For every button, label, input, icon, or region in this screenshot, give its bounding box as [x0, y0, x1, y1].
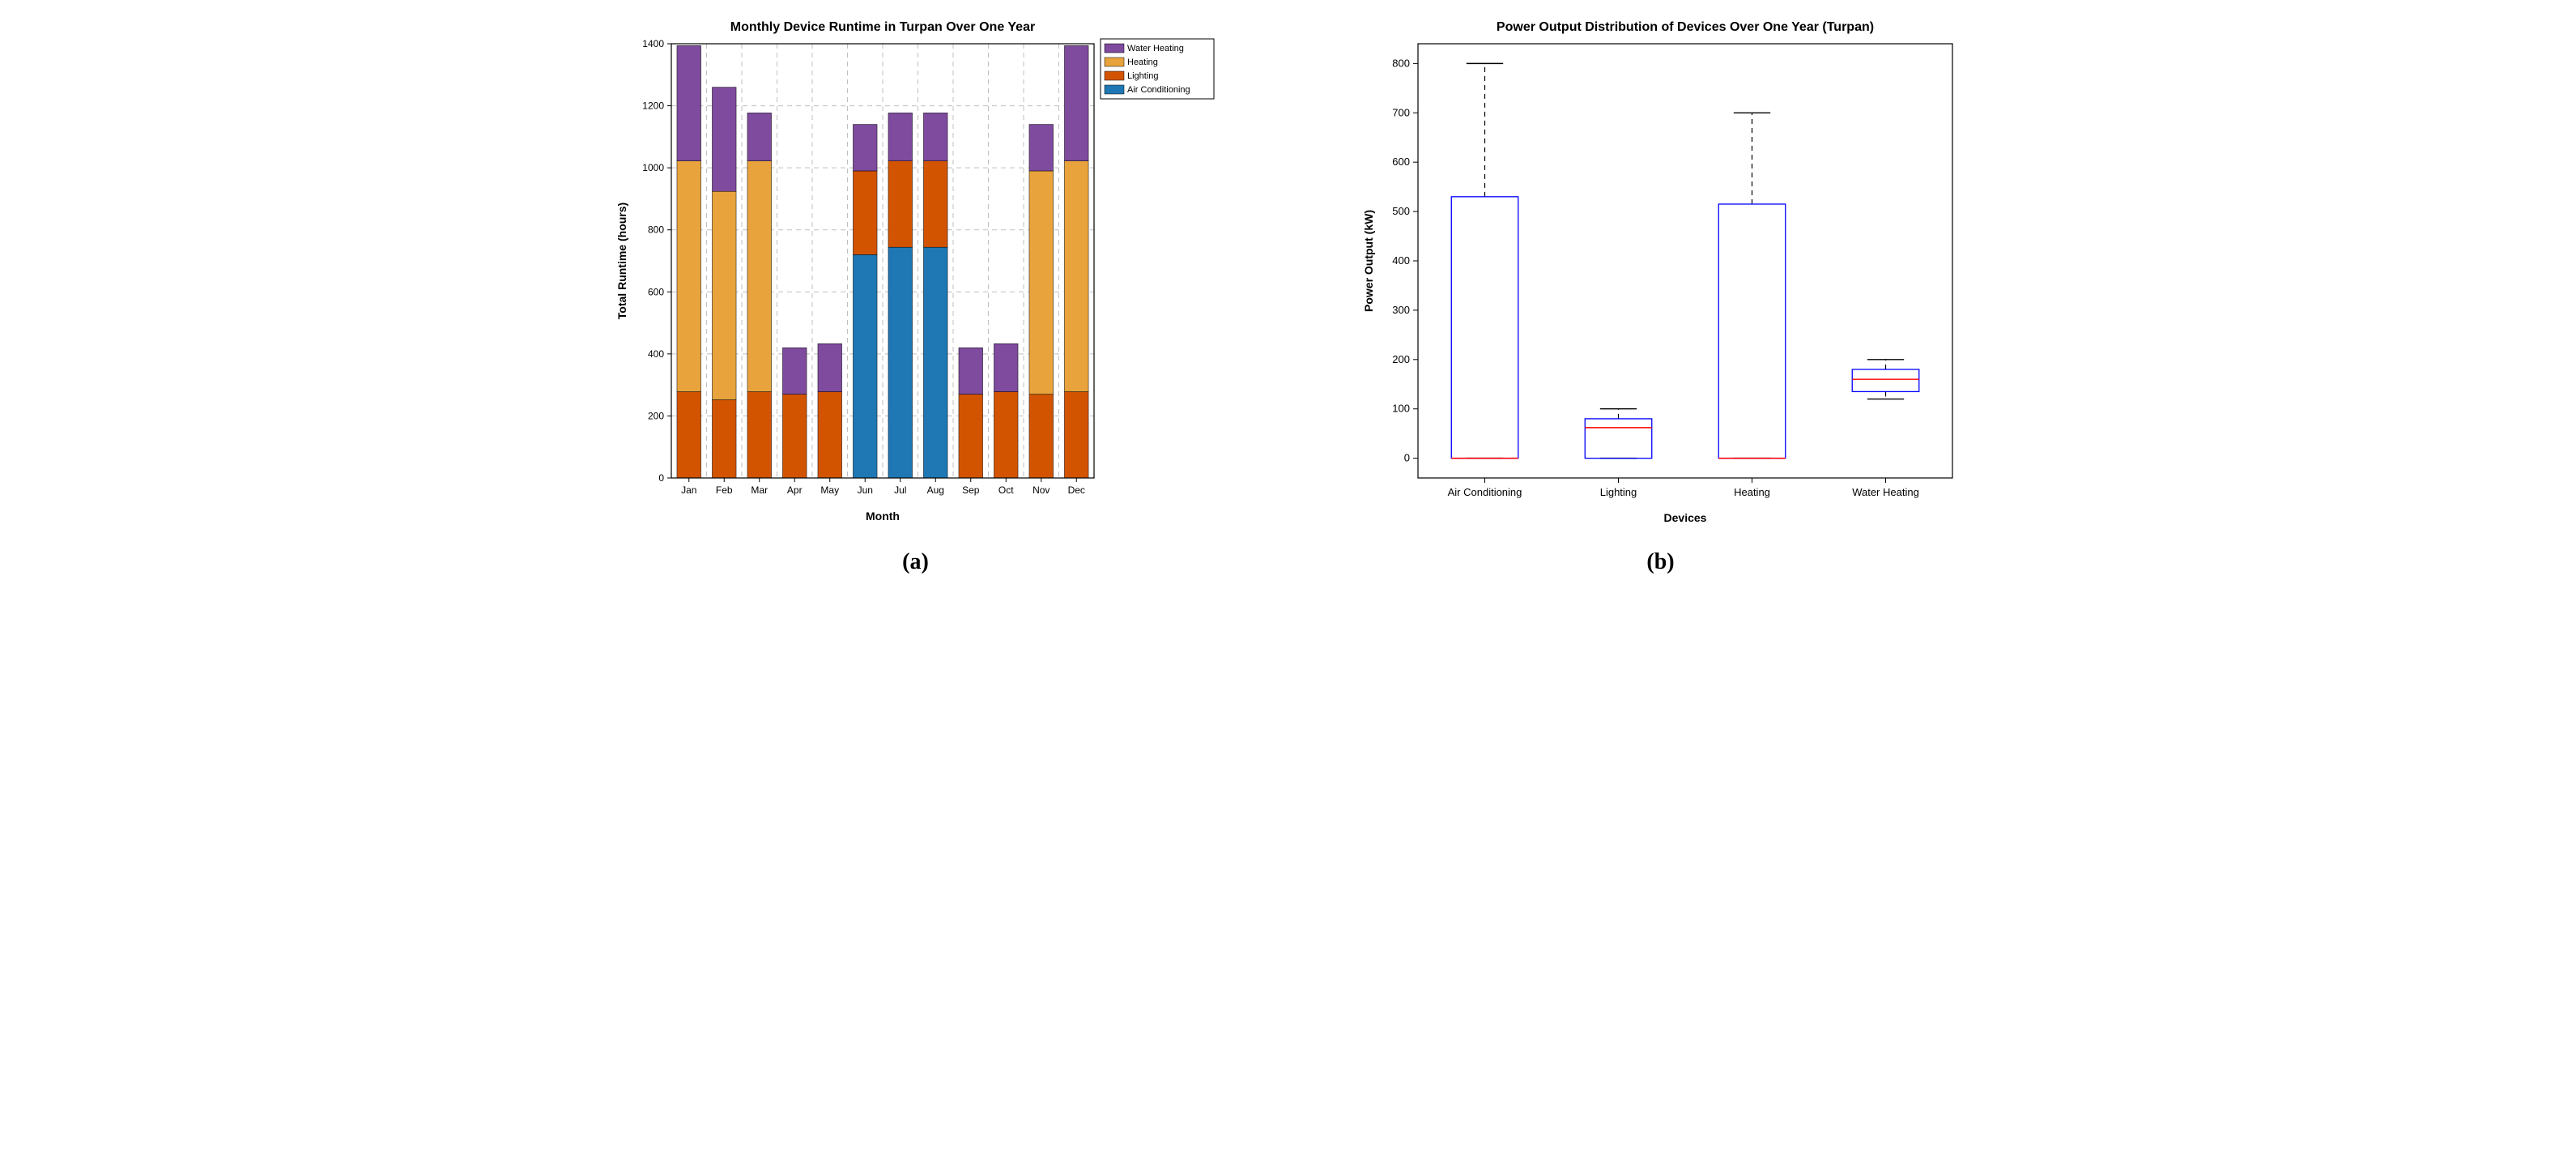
bar-segment — [1028, 171, 1053, 395]
right-panel: 0 100 200 300 400 500 600 700 800 Air Conditionin… — [1353, 16, 1969, 575]
bar-segment — [888, 161, 912, 247]
bar-segment — [853, 171, 877, 254]
y-tick-label: 200 — [1392, 353, 1410, 365]
bar-segment — [1028, 395, 1053, 478]
bar-segment — [958, 348, 982, 394]
bar-segment — [676, 392, 700, 478]
left-panel: 0 200 400 600 800 1000 1200 1400 Jan Feb Mar Apr May… — [608, 16, 1224, 575]
bar-segment — [676, 161, 700, 392]
x-tick-label: Feb — [715, 484, 732, 496]
y-axis-label: Total Runtime (hours) — [615, 203, 628, 319]
x-tick-label: Jul — [894, 484, 906, 496]
bar-segment — [1064, 45, 1088, 160]
legend-label: Air Conditioning — [1127, 85, 1190, 95]
y-axis-label: Power Output (kW) — [1362, 210, 1375, 312]
box — [1585, 419, 1652, 459]
bar-segment — [817, 392, 841, 478]
y-tick-label: 500 — [1392, 205, 1410, 217]
legend-label: Lighting — [1127, 71, 1159, 81]
figure-row: 0200400600800100012001400JanFebMarAprMay… — [0, 0, 2576, 583]
legend-swatch — [1105, 71, 1124, 80]
y-tick-label: 1200 — [642, 100, 664, 112]
bar-segment — [676, 45, 700, 160]
sublabel-a: (a) — [902, 549, 929, 575]
y-tick-label: 300 — [1392, 304, 1410, 316]
chart-title: Power Output Distribution of Devices Ove… — [1496, 20, 1873, 34]
box — [1852, 369, 1919, 391]
legend-label: Water Heating — [1127, 44, 1184, 53]
bar-segment — [853, 125, 877, 171]
legend-swatch — [1105, 58, 1124, 66]
x-tick-label: Mar — [751, 484, 768, 496]
y-tick-label: 1400 — [642, 38, 664, 49]
box — [1451, 197, 1518, 459]
bar-segment — [1064, 161, 1088, 392]
bar-segment — [994, 392, 1018, 478]
bar-segment — [958, 395, 982, 478]
y-tick-label: 800 — [647, 224, 663, 236]
bar-segment — [994, 343, 1018, 391]
chart-title: Monthly Device Runtime in Turpan Over On… — [730, 20, 1034, 34]
x-tick-label: Sep — [962, 484, 980, 496]
bar-segment — [888, 113, 912, 160]
bar-segment — [712, 400, 736, 478]
bar-segment — [747, 161, 771, 392]
x-axis-label: Month — [866, 510, 900, 523]
x-tick-label: Apr — [786, 484, 802, 496]
y-tick-label: 700 — [1392, 106, 1410, 118]
x-axis-label: Devices — [1663, 511, 1706, 524]
bar-segment — [747, 113, 771, 160]
x-tick-label: Water Heating — [1852, 486, 1919, 498]
y-tick-label: 1000 — [642, 162, 664, 173]
bar-segment — [782, 395, 807, 478]
y-tick-label: 400 — [1392, 254, 1410, 267]
x-tick-label: Air Conditioning — [1447, 486, 1522, 498]
bar-segment — [712, 87, 736, 192]
bar-segment — [712, 191, 736, 399]
x-tick-label: Jan — [681, 484, 696, 496]
bar-segment — [923, 161, 947, 247]
bar-segment — [747, 392, 771, 478]
x-tick-label: Nov — [1033, 484, 1050, 496]
x-tick-label: Heating — [1734, 486, 1770, 498]
y-tick-label: 800 — [1392, 57, 1410, 69]
sublabel-b: (b) — [1646, 549, 1674, 575]
legend-label: Heating — [1127, 58, 1158, 67]
y-tick-label: 400 — [647, 348, 663, 360]
bar-segment — [923, 113, 947, 160]
bar-segment — [888, 247, 912, 478]
bar-segment — [782, 348, 807, 394]
y-tick-label: 0 — [658, 472, 664, 484]
boxplot-chart: 0 100 200 300 400 500 600 700 800 Air Conditionin… — [1353, 16, 1969, 535]
y-tick-label: 200 — [647, 410, 663, 421]
x-tick-label: Lighting — [1599, 486, 1637, 498]
bar-segment — [1028, 125, 1053, 171]
x-tick-label: Oct — [998, 484, 1013, 496]
legend-swatch — [1105, 85, 1124, 94]
y-tick-label: 600 — [647, 286, 663, 297]
y-tick-label: 100 — [1392, 403, 1410, 415]
bar-segment — [853, 254, 877, 478]
x-tick-label: Jun — [857, 484, 872, 496]
bar-segment — [1064, 392, 1088, 478]
legend-swatch — [1105, 44, 1124, 53]
x-tick-label: Dec — [1067, 484, 1084, 496]
bar-segment — [923, 247, 947, 478]
bar-segment — [817, 343, 841, 391]
x-tick-label: May — [820, 484, 839, 496]
y-tick-label: 600 — [1392, 156, 1410, 168]
stacked-bar-chart: 0 200 400 600 800 1000 1200 1400 Jan Feb Mar Apr May… — [608, 16, 1224, 535]
box — [1718, 204, 1786, 459]
y-tick-label: 0 — [1403, 452, 1409, 464]
x-tick-label: Aug — [926, 484, 943, 496]
